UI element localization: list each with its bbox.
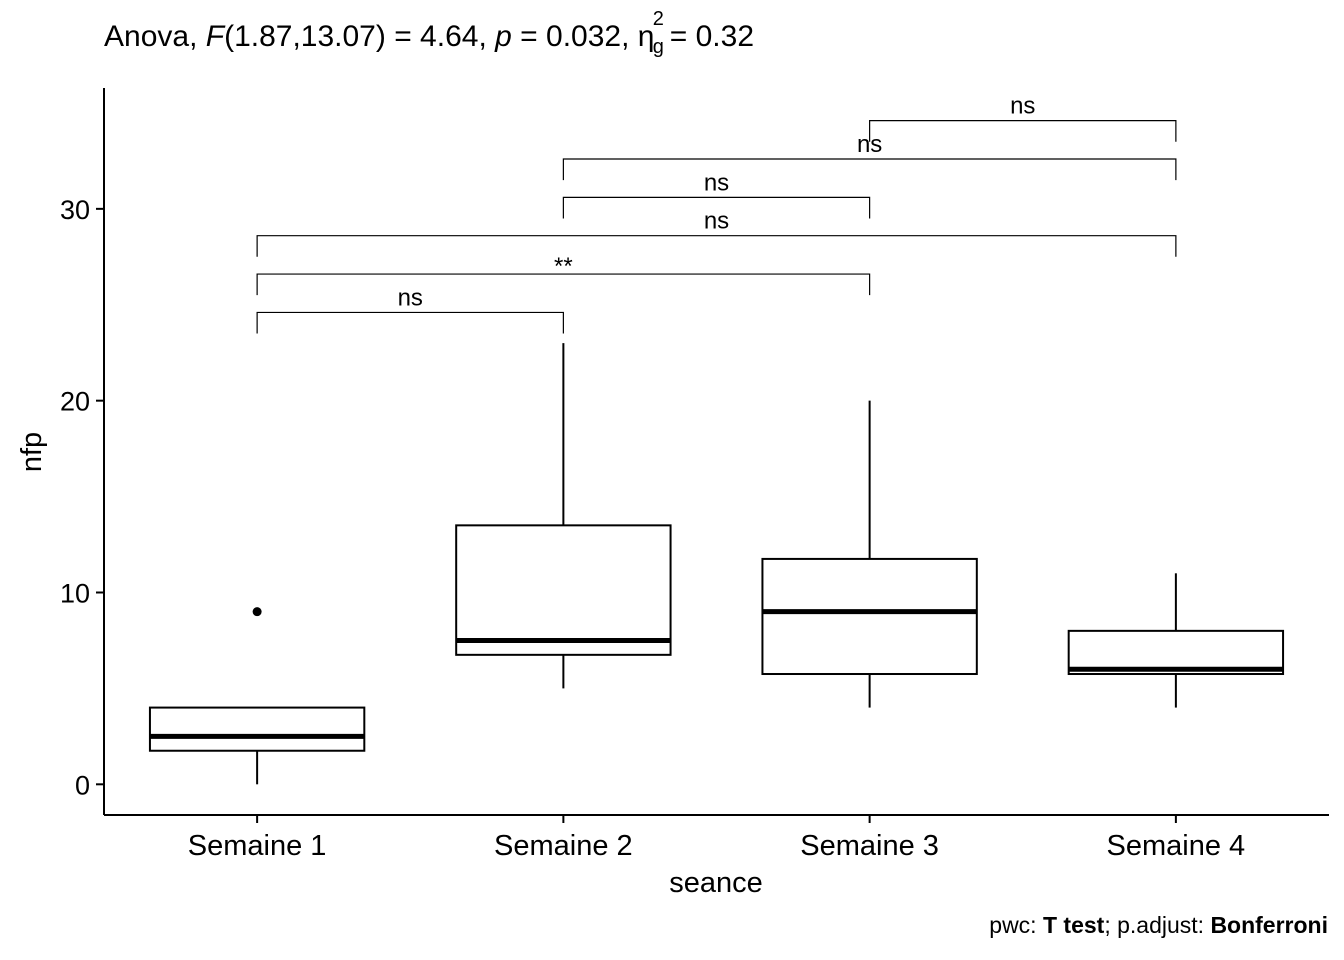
bracket-line <box>562 196 871 219</box>
boxes <box>148 343 1285 785</box>
title-f-symbol: F <box>205 20 225 53</box>
comparison-bracket: ** <box>256 253 871 296</box>
caption-sep: ; p.adjust: <box>1104 912 1205 938</box>
comparison-bracket: ns <box>256 284 564 334</box>
comparison-bracket: ns <box>562 169 871 219</box>
x-tick-label: Semaine 4 <box>1107 830 1246 862</box>
bracket-label: ns <box>398 284 423 311</box>
y-axis-label: nfp <box>16 432 48 472</box>
comparison-bracket: ns <box>256 208 1177 257</box>
caption: pwc: T test; p.adjust: Bonferroni <box>989 912 1328 939</box>
title-eta-value: = 0.32 <box>669 20 755 53</box>
y-tick-label: 30 <box>60 195 90 225</box>
bracket-line <box>256 235 1177 257</box>
x-axis-label: seance <box>669 867 763 899</box>
outlier-point <box>252 607 262 617</box>
caption-method: Bonferroni <box>1210 912 1328 938</box>
title-prefix: Anova, <box>104 20 198 53</box>
x-tick-label: Semaine 1 <box>188 830 327 862</box>
title-eta-symbol: η <box>637 20 655 53</box>
box-group <box>761 400 978 708</box>
bracket-line <box>869 120 1177 142</box>
x-tick-label: Semaine 2 <box>494 830 633 862</box>
box-rect <box>455 524 672 656</box>
y-tick-label: 0 <box>75 770 90 800</box>
x-ticks: Semaine 1 Semaine 2 Semaine 3 Semaine 4 <box>188 815 1245 862</box>
x-tick-label: Semaine 3 <box>800 830 939 862</box>
bracket-label: ns <box>1010 93 1035 120</box>
comparison-bracket: ns <box>869 93 1177 142</box>
chart-title: Anova, F(1.87,13.07) = 4.64, p = 0.032, … <box>104 8 755 58</box>
title-eta-sup: 2 <box>652 8 664 30</box>
title-p-value: = 0.032, <box>520 20 630 53</box>
title-eta-sub: g <box>652 36 664 58</box>
bracket-label: ns <box>704 169 729 196</box>
box-rect <box>148 706 366 752</box>
bracket-label: ns <box>704 208 729 235</box>
y-ticks: 0 10 20 30 <box>60 195 104 800</box>
bracket-line <box>256 273 871 296</box>
bracket-line <box>256 311 564 334</box>
comparison-bracket: ns <box>562 131 1177 181</box>
box-group <box>455 343 672 689</box>
title-df: (1.87,13.07) <box>224 20 386 53</box>
box-group <box>1067 573 1285 708</box>
caption-test: T test <box>1042 912 1105 938</box>
y-tick-label: 20 <box>60 387 90 417</box>
title-f-value: = 4.64, <box>394 20 487 53</box>
y-tick-label: 10 <box>60 578 90 608</box>
box-group <box>148 607 366 785</box>
title-p-symbol: p <box>495 20 512 53</box>
bracket-label: ** <box>554 253 573 280</box>
bracket-line <box>562 158 1177 181</box>
caption-pwc-label: pwc: <box>989 912 1037 938</box>
box-rect <box>761 557 978 676</box>
